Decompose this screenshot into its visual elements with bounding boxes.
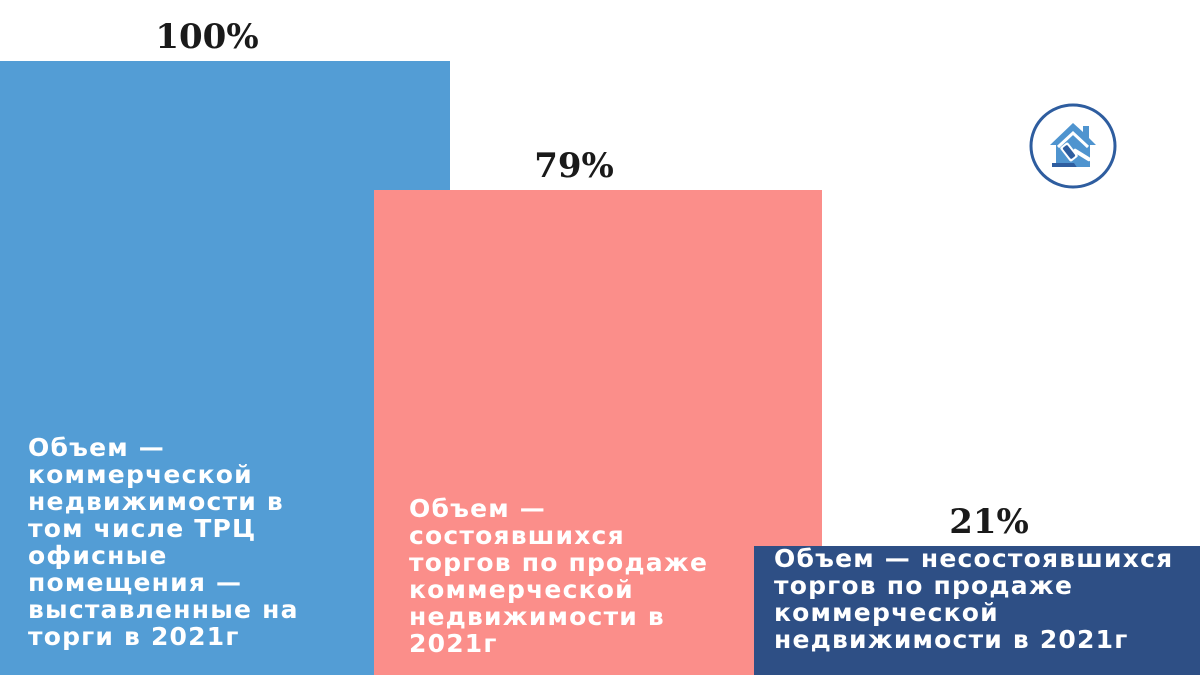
category-label-completed: Объем — состоявшихся торгов по продаже к… xyxy=(409,494,709,658)
category-label-failed: Объем — несостоявшихся торгов по продаже… xyxy=(774,544,1174,654)
bar-failed-volume: Объем — несостоявшихся торгов по продаже… xyxy=(754,544,1200,675)
value-label-completed: 79% xyxy=(534,146,614,186)
house-gavel-icon xyxy=(1028,103,1118,189)
value-label-listed: 100% xyxy=(155,17,259,57)
bar-completed-volume: Объем — состоявшихся торгов по продаже к… xyxy=(374,190,822,675)
category-label-listed: Объем — коммерческой недвижимости в том … xyxy=(28,433,299,651)
value-label-failed: 21% xyxy=(949,502,1029,542)
